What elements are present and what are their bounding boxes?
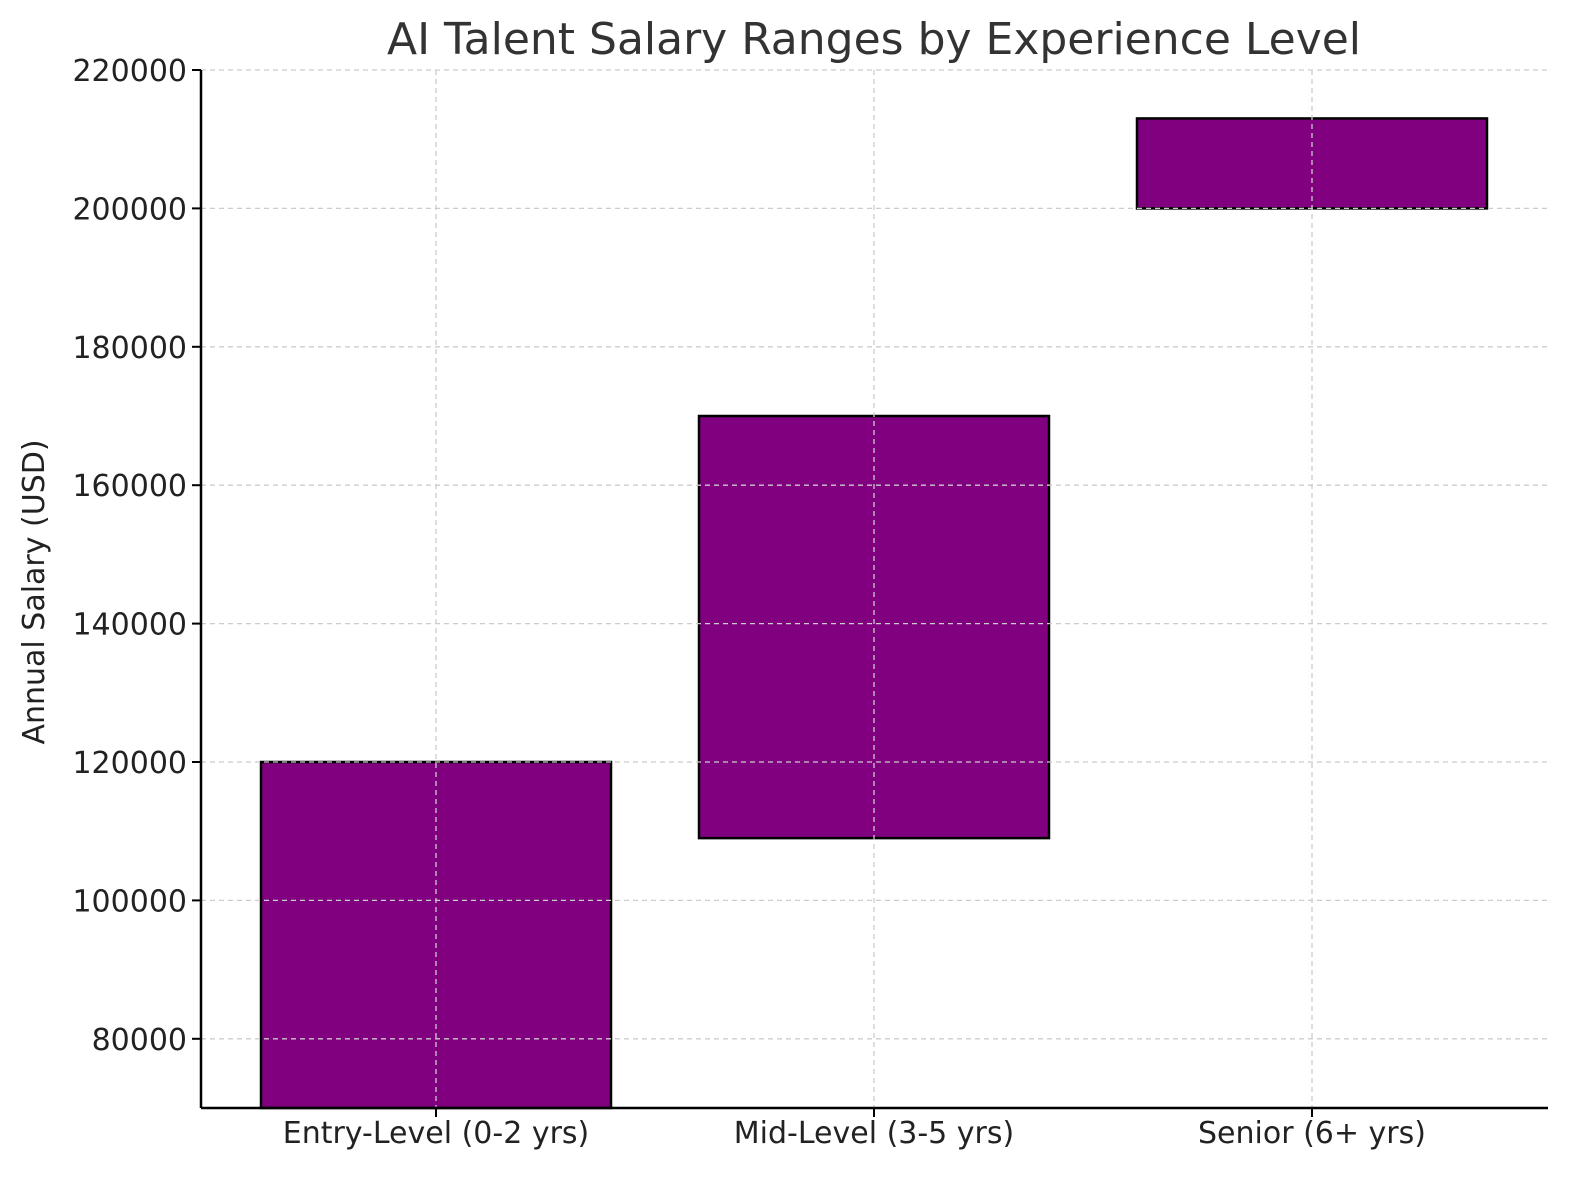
y-tick-label: 80000	[92, 1023, 187, 1058]
y-tick-label: 140000	[72, 608, 187, 643]
y-axis-label: Annual Salary (USD)	[17, 439, 52, 744]
y-tick-label: 200000	[72, 192, 187, 227]
y-tick-label: 220000	[72, 54, 187, 89]
y-tick-label: 120000	[72, 746, 187, 781]
chart-title: AI Talent Salary Ranges by Experience Le…	[387, 14, 1361, 65]
x-tick-label: Mid-Level (3-5 yrs)	[734, 1116, 1014, 1151]
y-tick-label: 160000	[72, 469, 187, 504]
grid	[201, 69, 1548, 1108]
y-tick-label: 180000	[72, 331, 187, 366]
x-tick-label: Senior (6+ yrs)	[1198, 1116, 1426, 1151]
x-tick-label: Entry-Level (0-2 yrs)	[283, 1116, 590, 1151]
labels: AI Talent Salary Ranges by Experience Le…	[17, 14, 1361, 745]
y-tick-label: 100000	[72, 884, 187, 919]
axes: 80000 100000 120000 140000 160000 180000 20000…	[72, 54, 1548, 1151]
